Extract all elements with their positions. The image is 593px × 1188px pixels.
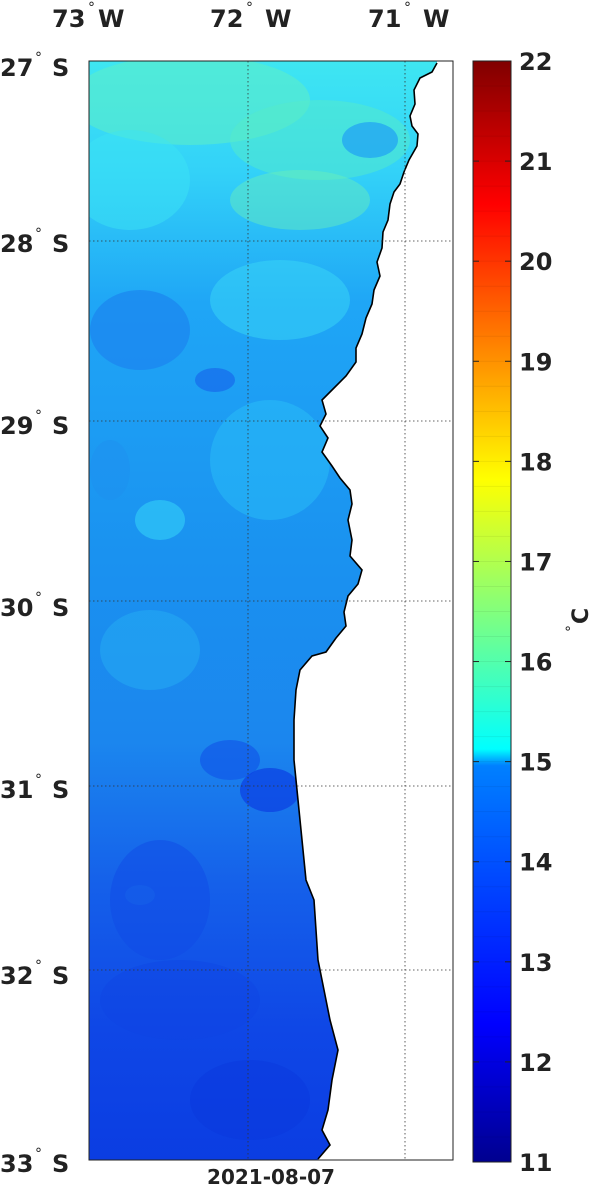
unit-degree: ° [564, 625, 580, 632]
degree-symbol: ° [35, 50, 42, 66]
latitude-labels: 27 ° S28 ° S29 ° S30 ° S31 ° S32 ° S33 ° S [0, 50, 69, 1178]
lon-value: 72 [210, 5, 243, 33]
colorbar-tick-label: 13 [519, 949, 552, 977]
lat-label-28: 28 ° S [0, 226, 69, 258]
coastline [293, 62, 438, 1160]
lat-value: 31 [0, 776, 33, 804]
sst-patch [240, 768, 300, 812]
lat-label-29: 29 ° S [0, 408, 69, 440]
sst-patch [342, 122, 398, 158]
lat-suffix: S [52, 776, 69, 804]
lat-value: 30 [0, 594, 33, 622]
colorbar-tick-label: 16 [519, 649, 552, 677]
colorbar-tick-label: 17 [519, 548, 552, 576]
lat-suffix: S [52, 230, 69, 258]
lat-value: 28 [0, 230, 33, 258]
sst-patch [195, 368, 235, 392]
lat-suffix: S [52, 412, 69, 440]
lat-label-33: 33 ° S [0, 1146, 69, 1178]
lat-value: 29 [0, 412, 33, 440]
sst-patch [125, 885, 155, 905]
colorbar-unit: ° C [564, 608, 593, 632]
sst-patch [230, 170, 370, 230]
sst-patch [90, 440, 130, 500]
sst-patch [89, 130, 190, 230]
lon-suffix: W [98, 5, 124, 33]
lon-label-72: 72 ° W [210, 0, 291, 33]
lat-value: 33 [0, 1150, 33, 1178]
colorbar-tick-label: 14 [519, 849, 552, 877]
date-label: 2021-08-07 [207, 1165, 335, 1188]
degree-symbol: ° [35, 590, 42, 606]
sst-patches [89, 61, 410, 1140]
degree-symbol: ° [404, 0, 411, 16]
sst-patch [100, 610, 200, 690]
lat-suffix: S [52, 54, 69, 82]
colorbar-tick-label: 12 [519, 1049, 552, 1077]
degree-symbol: ° [35, 1146, 42, 1162]
degree-symbol: ° [35, 226, 42, 242]
graticule [89, 61, 453, 1160]
colorbar-tick-label: 11 [519, 1149, 552, 1177]
lon-value: 71 [368, 5, 401, 33]
lat-value: 27 [0, 54, 33, 82]
lat-label-31: 31 ° S [0, 772, 69, 804]
degree-symbol: ° [246, 0, 253, 16]
degree-symbol: ° [88, 0, 95, 16]
sst-patch [135, 500, 185, 540]
longitude-labels: 73 ° W 72 ° W 71 ° W [52, 0, 449, 33]
lat-label-30: 30 ° S [0, 590, 69, 622]
sst-patch [90, 290, 190, 370]
map-panel [88, 60, 454, 1161]
lon-value: 73 [52, 5, 85, 33]
sst-patch [210, 400, 330, 520]
lat-value: 32 [0, 962, 33, 990]
degree-symbol: ° [35, 772, 42, 788]
colorbar-gradient [473, 61, 511, 1162]
colorbar: 11 12 13 14 15 16 17 18 19 20 21 22 ° C [472, 48, 593, 1177]
sst-patch [190, 1060, 310, 1140]
sst-patch [100, 960, 260, 1040]
lat-suffix: S [52, 1150, 69, 1178]
degree-symbol: ° [35, 958, 42, 974]
colorbar-tick-label: 21 [519, 148, 552, 176]
lon-label-73: 73 ° W [52, 0, 124, 33]
colorbar-ticks: 11 12 13 14 15 16 17 18 19 20 21 22 [473, 48, 552, 1177]
colorbar-tick-label: 20 [519, 248, 552, 276]
sst-patch [230, 100, 410, 180]
lat-label-32: 32 ° S [0, 958, 69, 990]
map-frame [88, 60, 454, 1161]
lat-suffix: S [52, 962, 69, 990]
sst-patch [210, 260, 350, 340]
colorbar-tick-label: 15 [519, 749, 552, 777]
sst-patch [200, 740, 260, 780]
lon-suffix: W [423, 5, 449, 33]
colorbar-tick-label: 22 [519, 48, 552, 76]
colorbar-tick-label: 19 [519, 348, 552, 376]
lat-label-27: 27 ° S [0, 50, 69, 82]
colorbar-frame [472, 60, 512, 1163]
sst-patch [110, 840, 210, 960]
lon-suffix: W [265, 5, 291, 33]
degree-symbol: ° [35, 408, 42, 424]
colorbar-bands [474, 85, 510, 1138]
lon-label-71: 71 ° W [368, 0, 449, 33]
lat-suffix: S [52, 594, 69, 622]
unit-label: C [569, 608, 593, 624]
colorbar-tick-label: 18 [519, 448, 552, 476]
